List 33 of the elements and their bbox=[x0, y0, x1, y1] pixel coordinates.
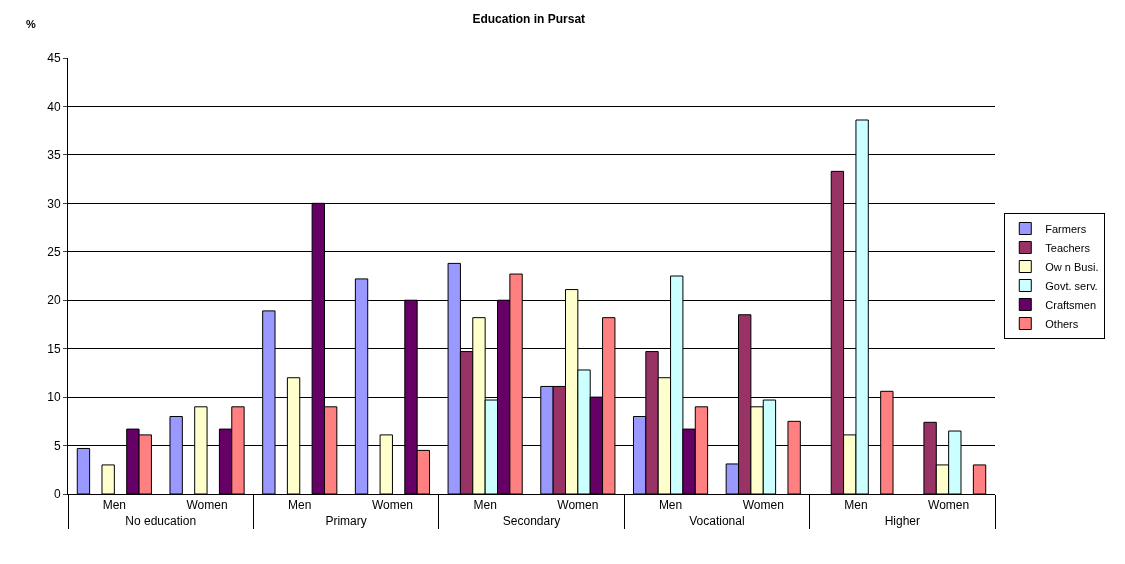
x-tick-label: Men bbox=[658, 498, 683, 513]
x-tick-label: Men bbox=[473, 498, 497, 513]
chart-title: Education in Pursat bbox=[472, 11, 586, 26]
y-axis-title: % bbox=[26, 18, 36, 30]
x-tick-label: Men bbox=[102, 498, 127, 513]
text: Vocational bbox=[689, 514, 745, 529]
y-tick-label: 5 bbox=[53, 438, 61, 453]
x-tick-label: Men bbox=[288, 498, 312, 513]
y-tick-label: 15 bbox=[47, 341, 61, 356]
text: Primary bbox=[325, 514, 367, 529]
y-tick-label: 25 bbox=[47, 244, 61, 259]
y-tick-label: 40 bbox=[47, 99, 61, 114]
y-tick-label: 45 bbox=[47, 51, 61, 66]
legend-label: Craftsmen bbox=[1045, 298, 1097, 311]
text: Higher bbox=[884, 514, 920, 529]
legend-label: Teachers bbox=[1045, 241, 1091, 254]
y-tick-label: 0 bbox=[53, 487, 61, 502]
y-tick-label: 20 bbox=[47, 293, 61, 308]
legend-label: Farmers bbox=[1045, 222, 1087, 235]
x-tick-label: Women bbox=[557, 498, 599, 513]
y-tick-label: 35 bbox=[47, 148, 61, 163]
y-tick-label: 10 bbox=[47, 390, 61, 405]
legend-label: Govt. serv. bbox=[1045, 279, 1098, 292]
x-tick-label: Men bbox=[844, 498, 868, 513]
x-tick-label: Women bbox=[742, 498, 784, 513]
text: No education bbox=[125, 514, 197, 529]
legend-label: Others bbox=[1045, 317, 1079, 330]
legend-label: Ow n Busi. bbox=[1045, 260, 1099, 273]
x-tick-label: Women bbox=[928, 498, 970, 513]
x-tick-label: Women bbox=[371, 498, 414, 513]
x-tick-label: Women bbox=[186, 498, 228, 513]
y-tick-label: 30 bbox=[47, 196, 61, 211]
text: Secondary bbox=[502, 514, 561, 529]
